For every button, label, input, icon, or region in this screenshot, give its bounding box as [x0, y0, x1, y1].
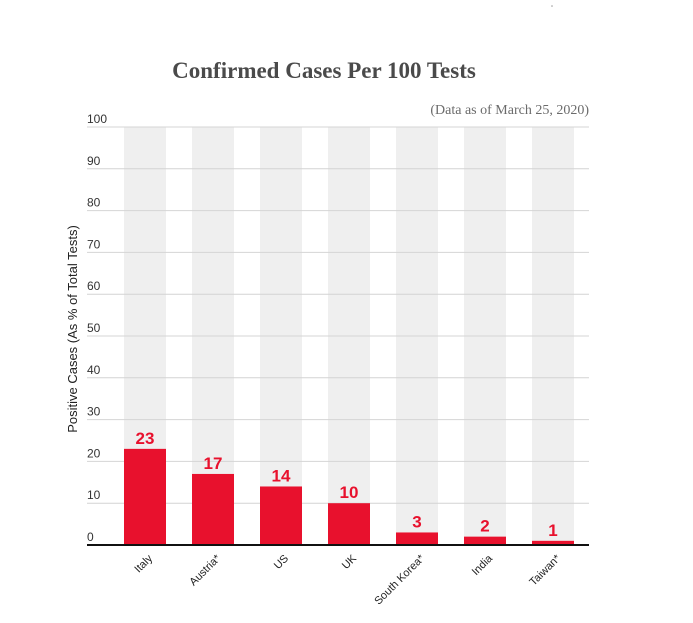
- y-tick-label: 0: [87, 530, 94, 544]
- y-axis-label: Positive Cases (As % of Total Tests): [65, 225, 80, 433]
- y-tick-label: 90: [87, 154, 101, 168]
- bar: [260, 486, 302, 545]
- decorative-dot: [551, 5, 553, 7]
- data-label: 10: [340, 483, 359, 502]
- data-label: 17: [204, 454, 223, 473]
- bar: [396, 532, 438, 545]
- x-tick-label: India: [470, 552, 496, 578]
- chart-title: Confirmed Cases Per 100 Tests: [172, 58, 476, 83]
- x-tick-label: Austria*: [187, 552, 223, 588]
- bar: [532, 540, 574, 545]
- bar: [192, 473, 234, 545]
- y-tick-label: 60: [87, 279, 101, 293]
- data-label: 23: [136, 429, 155, 448]
- data-label: 1: [548, 521, 557, 540]
- x-tick-label: Taiwan*: [527, 552, 563, 588]
- y-tick-label: 70: [87, 237, 101, 251]
- chart-subtitle: (Data as of March 25, 2020): [430, 103, 589, 118]
- x-tick-label: Italy: [132, 552, 155, 575]
- data-label: 2: [480, 517, 489, 536]
- bar: [464, 536, 506, 545]
- x-tick-label: US: [272, 553, 291, 572]
- y-tick-label: 50: [87, 321, 101, 335]
- y-tick-label: 10: [87, 488, 101, 502]
- data-label: 3: [412, 512, 421, 531]
- bar: [124, 448, 166, 545]
- y-tick-label: 30: [87, 405, 101, 419]
- y-tick-label: 20: [87, 446, 101, 460]
- y-tick-label: 100: [87, 112, 107, 126]
- y-tick-label: 40: [87, 363, 101, 377]
- y-tick-label: 80: [87, 196, 101, 210]
- data-label: 14: [272, 466, 291, 485]
- bar: [328, 503, 370, 545]
- x-tick-label: UK: [340, 552, 360, 572]
- x-tick-label: South Korea*: [372, 552, 427, 607]
